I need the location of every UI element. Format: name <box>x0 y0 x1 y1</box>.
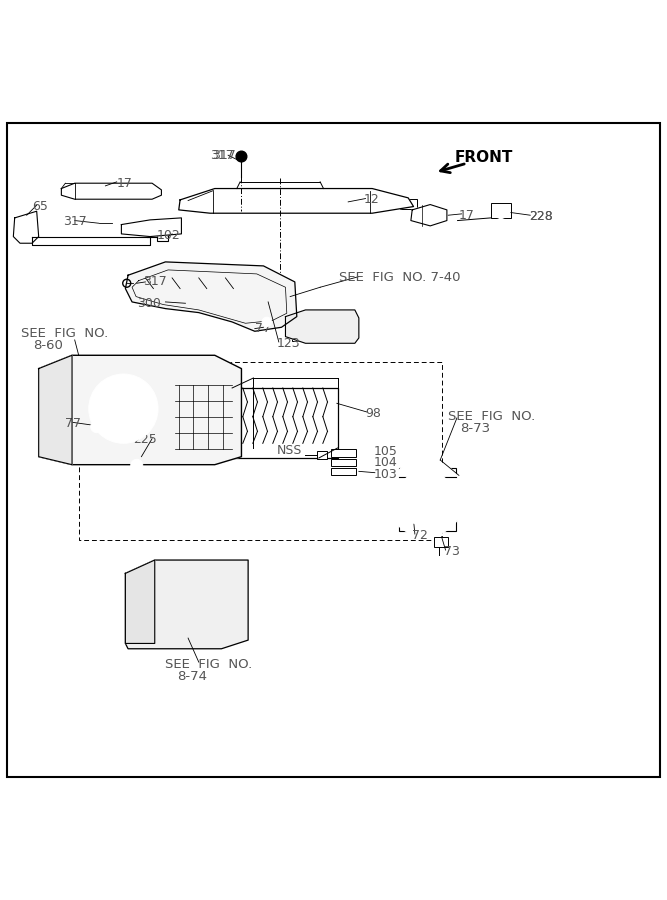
Bar <box>331 459 356 466</box>
Circle shape <box>495 206 507 219</box>
Text: 98: 98 <box>366 407 382 419</box>
Text: 104: 104 <box>374 456 398 469</box>
Polygon shape <box>61 184 161 199</box>
Text: FRONT: FRONT <box>455 150 514 166</box>
Bar <box>400 199 417 209</box>
Text: 228: 228 <box>529 210 553 223</box>
Text: 317: 317 <box>212 148 236 162</box>
Polygon shape <box>13 212 39 243</box>
Bar <box>163 585 204 630</box>
Bar <box>317 451 327 459</box>
Bar <box>331 468 356 475</box>
Text: 123: 123 <box>277 337 300 350</box>
Text: 102: 102 <box>157 229 181 242</box>
Circle shape <box>411 483 440 513</box>
Text: 103: 103 <box>374 467 398 481</box>
Polygon shape <box>285 310 359 343</box>
Text: 317: 317 <box>210 148 234 162</box>
Circle shape <box>131 459 143 472</box>
Text: 8-74: 8-74 <box>177 670 207 683</box>
Bar <box>242 287 274 307</box>
Text: SEE  FIG  NO.: SEE FIG NO. <box>21 328 109 340</box>
Text: SEE  FIG  NO.: SEE FIG NO. <box>448 410 536 423</box>
Text: SEE  FIG  NO. 7-40: SEE FIG NO. 7-40 <box>339 272 460 284</box>
Bar <box>491 203 511 218</box>
Circle shape <box>89 374 158 444</box>
Text: 8-60: 8-60 <box>33 339 63 353</box>
Text: 17: 17 <box>117 176 133 190</box>
Polygon shape <box>32 237 150 245</box>
Bar <box>128 223 143 232</box>
Text: NSS: NSS <box>277 444 302 456</box>
Circle shape <box>262 318 271 327</box>
Bar <box>19 223 31 238</box>
Bar <box>157 232 168 240</box>
Circle shape <box>398 470 454 526</box>
Bar <box>211 588 235 626</box>
Text: 300: 300 <box>137 297 161 310</box>
Bar <box>295 322 315 338</box>
Bar <box>320 320 350 340</box>
Bar <box>110 238 138 245</box>
Text: 225: 225 <box>133 434 157 446</box>
Polygon shape <box>125 560 248 649</box>
Text: 73: 73 <box>444 544 460 558</box>
Text: 65: 65 <box>32 200 48 213</box>
Text: 77: 77 <box>65 417 81 430</box>
Text: 72: 72 <box>412 529 428 542</box>
Text: 317: 317 <box>143 275 167 288</box>
Circle shape <box>91 420 103 433</box>
Bar <box>166 588 201 626</box>
Bar <box>232 388 338 458</box>
Text: 17: 17 <box>459 209 475 221</box>
Text: 8-73: 8-73 <box>460 422 490 436</box>
Polygon shape <box>125 262 297 331</box>
Circle shape <box>236 151 247 162</box>
Text: 77: 77 <box>255 322 271 335</box>
Text: 317: 317 <box>63 215 87 229</box>
Polygon shape <box>39 356 72 464</box>
Bar <box>208 585 238 630</box>
Text: SEE  FIG  NO.: SEE FIG NO. <box>165 658 253 671</box>
Polygon shape <box>125 560 155 643</box>
Polygon shape <box>39 356 241 464</box>
Bar <box>292 320 317 340</box>
Bar <box>322 322 346 338</box>
Bar <box>399 468 456 531</box>
Polygon shape <box>411 204 447 226</box>
Bar <box>331 449 356 456</box>
Bar <box>434 537 448 546</box>
Bar <box>239 284 277 310</box>
Text: 105: 105 <box>374 445 398 458</box>
Polygon shape <box>179 188 414 213</box>
Circle shape <box>387 459 464 536</box>
Text: 228: 228 <box>529 210 553 223</box>
Polygon shape <box>121 218 181 237</box>
Bar <box>75 364 158 451</box>
Text: 12: 12 <box>364 194 380 206</box>
